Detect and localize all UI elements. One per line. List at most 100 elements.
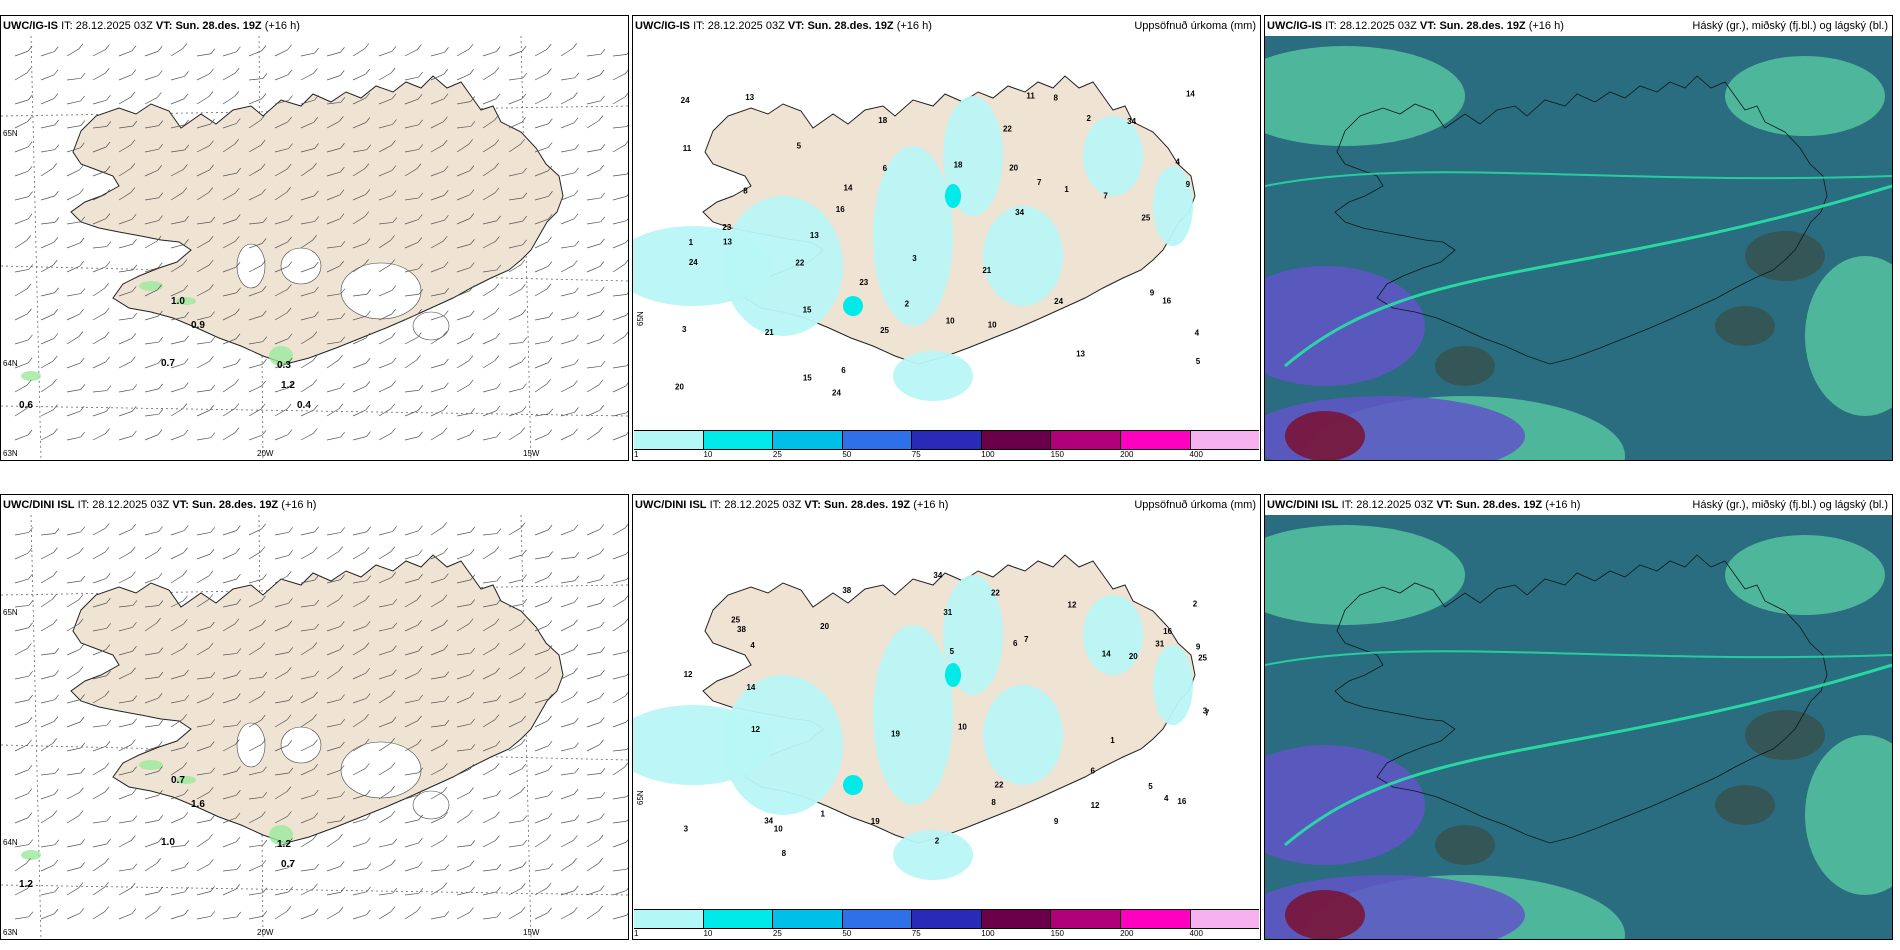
precip-value: 34	[764, 817, 773, 826]
precip-area	[1153, 645, 1193, 725]
precip-value: 18	[954, 161, 963, 170]
lead-time: (+16 h)	[896, 20, 932, 32]
precip-patch	[21, 850, 41, 860]
glacier-patch	[412, 790, 450, 820]
value-label: 0.7	[161, 358, 175, 369]
vt-label: VT:	[804, 499, 821, 511]
colorbar-ticks: 1 10 25 50 75 100 150 200 400	[634, 929, 1259, 939]
it-value: 28.12.2025 03Z	[724, 499, 802, 511]
value-label: 0.6	[19, 400, 33, 411]
colorbar-swatch	[912, 431, 982, 449]
colorbar-swatch	[1051, 431, 1121, 449]
precip-value: 14	[746, 683, 755, 692]
precip-value: 15	[803, 374, 812, 383]
colorbar-tick: 50	[842, 929, 852, 938]
precip-value: 2	[935, 837, 940, 846]
glacier-patch	[280, 726, 322, 764]
model-name: UWC/DINI ISL	[3, 499, 75, 511]
map-panel-ig-cloud: UWC/IG-IS IT: 28.12.2025 03Z VT: Sun. 28…	[1264, 15, 1893, 461]
precip-area-heavy	[945, 184, 961, 208]
precip-value: 23	[859, 278, 868, 287]
wind-barbs	[14, 43, 628, 441]
precip-value: 6	[1091, 766, 1096, 775]
high-cloud	[1265, 46, 1465, 146]
precip-value: 10	[988, 320, 997, 329]
precip-value: 1	[1110, 736, 1115, 745]
precip-area	[943, 96, 1003, 216]
precip-value: 2	[1193, 599, 1198, 608]
high-cloud	[1725, 535, 1885, 615]
colorbar-swatch	[1190, 431, 1260, 449]
precip-patch	[269, 346, 293, 366]
precip-area-heavy	[945, 663, 961, 687]
model-name: UWC/IG-IS	[635, 20, 690, 32]
high-cloud	[1725, 56, 1885, 136]
precip-value: 25	[1198, 654, 1207, 663]
map-panel-dini-precip: UWC/DINI ISL IT: 28.12.2025 03Z VT: Sun.…	[632, 494, 1261, 940]
colorbar-swatch	[773, 910, 843, 928]
model-name: UWC/IG-IS	[1267, 20, 1322, 32]
colorbar-swatch	[634, 910, 704, 928]
colorbar-tick: 25	[772, 450, 782, 459]
precip-area-heavy	[843, 296, 863, 316]
vt-label: VT:	[1436, 499, 1453, 511]
value-label: 0.7	[281, 859, 295, 870]
precip-value: 7	[1024, 635, 1029, 644]
precip-value: 7	[1103, 191, 1108, 200]
value-label: 0.4	[297, 400, 311, 411]
colorbar-tick: 1	[634, 929, 639, 938]
precip-value: 20	[820, 622, 829, 631]
colorbar-swatch	[842, 431, 913, 449]
cloud-contour	[1265, 650, 1892, 666]
coastline	[1334, 75, 1828, 365]
land-mass	[70, 75, 564, 365]
precip-map: 1122334455661212141416161919313134342222…	[633, 554, 1210, 880]
colorbar-tick: 100	[981, 929, 995, 938]
precip-value: 12	[1068, 601, 1077, 610]
vt-value: Sun. 28.des. 19Z	[175, 20, 262, 32]
precip-area	[873, 625, 953, 805]
precip-patch	[139, 760, 163, 770]
precip-value: 6	[883, 164, 888, 173]
vt-value: Sun. 28.des. 19Z	[191, 499, 279, 511]
precip-value: 25	[880, 326, 889, 335]
precip-value: 9	[1186, 180, 1191, 189]
precip-value: 12	[751, 725, 760, 734]
precip-value: 13	[745, 93, 754, 102]
colorbar-swatch	[1120, 910, 1191, 928]
colorbar-swatch	[981, 910, 1052, 928]
vt-label: VT:	[172, 499, 189, 511]
precip-value: 14	[1102, 650, 1111, 659]
lead-time: (+16 h)	[264, 20, 300, 32]
it-value: 28.12.2025 03Z	[707, 20, 785, 32]
precip-value: 24	[681, 96, 690, 105]
precip-patch	[176, 297, 196, 305]
high-cloud	[1265, 525, 1465, 625]
graticule	[1, 515, 628, 939]
precip-colorbar	[634, 430, 1260, 450]
dense-low-cloud	[1285, 411, 1365, 460]
lat-label: 63N	[3, 449, 18, 458]
precip-value: 5	[1148, 782, 1153, 791]
colorbar-tick: 150	[1050, 929, 1065, 938]
lat-label: 63N	[3, 928, 18, 937]
precip-value: 3	[684, 825, 689, 834]
precip-value: 22	[795, 259, 804, 268]
precip-patch	[269, 825, 293, 845]
precip-value: 24	[1054, 297, 1063, 306]
precip-patch	[21, 371, 41, 381]
precip-area	[1153, 166, 1193, 246]
precip-value: 11	[683, 144, 692, 153]
precip-value: 21	[765, 328, 774, 337]
panel-title: Háský (gr.), miðský (fj.bl.) og lágský (…	[1692, 499, 1888, 511]
high-cloud	[1805, 735, 1892, 895]
model-name: UWC/DINI ISL	[1267, 499, 1339, 511]
it-label: IT:	[61, 20, 73, 32]
precip-value: 21	[982, 266, 991, 275]
precip-value: 20	[1129, 652, 1138, 661]
colorbar-tick: 150	[1050, 450, 1065, 459]
land-mass	[70, 554, 564, 844]
colorbar-swatch	[912, 910, 982, 928]
panel-title: Uppsöfnuð úrkoma (mm)	[1134, 20, 1256, 32]
precip-colorbar	[634, 909, 1260, 929]
